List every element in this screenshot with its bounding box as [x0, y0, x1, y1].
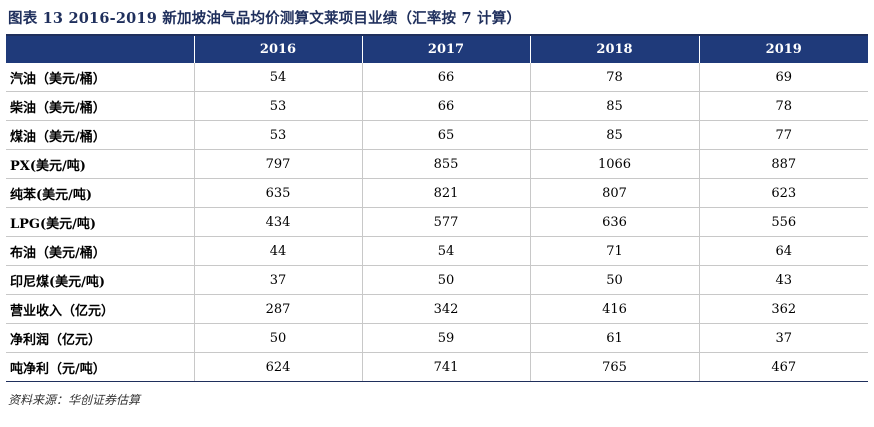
header-cell-2017: 2017 — [361, 36, 530, 63]
table-cell: 78 — [529, 63, 699, 92]
table-cell: 467 — [698, 352, 868, 382]
table-cell: 59 — [361, 323, 530, 353]
table-row: 净利润（亿元） 50 59 61 37 — [6, 323, 868, 353]
table-cell: 50 — [361, 265, 530, 295]
table-cell: 66 — [361, 91, 530, 121]
table-cell: 66 — [361, 63, 530, 92]
table-cell: 577 — [361, 207, 530, 237]
table-cell: 635 — [193, 178, 362, 208]
table-cell: 37 — [193, 265, 362, 295]
table-cell: 624 — [193, 352, 362, 382]
table-cell: 53 — [193, 91, 362, 121]
table-cell: 53 — [193, 120, 362, 150]
row-label: PX(美元/吨) — [6, 149, 194, 179]
row-label: 煤油（美元/桶） — [6, 120, 194, 150]
table-cell: 416 — [529, 294, 699, 324]
header-cell-2019: 2019 — [698, 36, 868, 63]
row-label: 汽油（美元/桶） — [6, 63, 194, 92]
table-header-row: 2016 2017 2018 2019 — [6, 36, 868, 63]
table-cell: 636 — [529, 207, 699, 237]
table-row: 布油（美元/桶） 44 54 71 64 — [6, 236, 868, 266]
table-cell: 61 — [529, 323, 699, 353]
table-row: 印尼煤(美元/吨) 37 50 50 43 — [6, 265, 868, 295]
row-label: 吨净利（元/吨） — [6, 352, 194, 382]
row-label: 布油（美元/桶） — [6, 236, 194, 266]
table-cell: 50 — [529, 265, 699, 295]
figure-title: 图表 13 2016-2019 新加坡油气品均价测算文莱项目业绩（汇率按 7 计… — [8, 10, 522, 27]
table-cell: 71 — [529, 236, 699, 266]
table-row: PX(美元/吨) 797 855 1066 887 — [6, 149, 868, 179]
table-row: 柴油（美元/桶） 53 66 85 78 — [6, 91, 868, 121]
row-label: 柴油（美元/桶） — [6, 91, 194, 121]
table-cell: 623 — [698, 178, 868, 208]
title-divider — [6, 34, 868, 36]
table-row: 吨净利（元/吨） 624 741 765 467 — [6, 352, 868, 382]
header-cell-2018: 2018 — [529, 36, 699, 63]
table-cell: 69 — [698, 63, 868, 92]
row-label: LPG(美元/吨) — [6, 207, 194, 237]
row-label: 纯苯(美元/吨) — [6, 178, 194, 208]
table-cell: 43 — [698, 265, 868, 295]
table-row: 纯苯(美元/吨) 635 821 807 623 — [6, 178, 868, 208]
table-row: 营业收入（亿元） 287 342 416 362 — [6, 294, 868, 324]
table-row: LPG(美元/吨) 434 577 636 556 — [6, 207, 868, 237]
header-cell-2016: 2016 — [193, 36, 362, 63]
table-cell: 64 — [698, 236, 868, 266]
table-cell: 855 — [361, 149, 530, 179]
table-cell: 77 — [698, 120, 868, 150]
table-cell: 287 — [193, 294, 362, 324]
table-cell: 78 — [698, 91, 868, 121]
table-body: 汽油（美元/桶） 54 66 78 69 柴油（美元/桶） 53 66 85 78 煤油（美元/桶）… — [6, 63, 868, 382]
table-cell: 765 — [529, 352, 699, 382]
table-cell: 50 — [193, 323, 362, 353]
table-cell: 797 — [193, 149, 362, 179]
table-cell: 887 — [698, 149, 868, 179]
table-cell: 741 — [361, 352, 530, 382]
table-row: 煤油（美元/桶） 53 65 85 77 — [6, 120, 868, 150]
table-cell: 85 — [529, 91, 699, 121]
table-cell: 807 — [529, 178, 699, 208]
table-cell: 362 — [698, 294, 868, 324]
source-note: 资料来源：华创证券估算 — [8, 393, 141, 407]
header-cell-label — [6, 36, 194, 63]
table-cell: 54 — [361, 236, 530, 266]
table-cell: 1066 — [529, 149, 699, 179]
row-label: 营业收入（亿元） — [6, 294, 194, 324]
table-cell: 342 — [361, 294, 530, 324]
table-cell: 65 — [361, 120, 530, 150]
table-cell: 44 — [193, 236, 362, 266]
table-cell: 37 — [698, 323, 868, 353]
table-cell: 54 — [193, 63, 362, 92]
data-table: 2016 2017 2018 2019 汽油（美元/桶） 54 66 78 69 柴油（美… — [6, 36, 868, 382]
table-cell: 434 — [193, 207, 362, 237]
row-label: 净利润（亿元） — [6, 323, 194, 353]
table-row: 汽油（美元/桶） 54 66 78 69 — [6, 63, 868, 92]
row-label: 印尼煤(美元/吨) — [6, 265, 194, 295]
table-cell: 556 — [698, 207, 868, 237]
table-cell: 85 — [529, 120, 699, 150]
table-cell: 821 — [361, 178, 530, 208]
